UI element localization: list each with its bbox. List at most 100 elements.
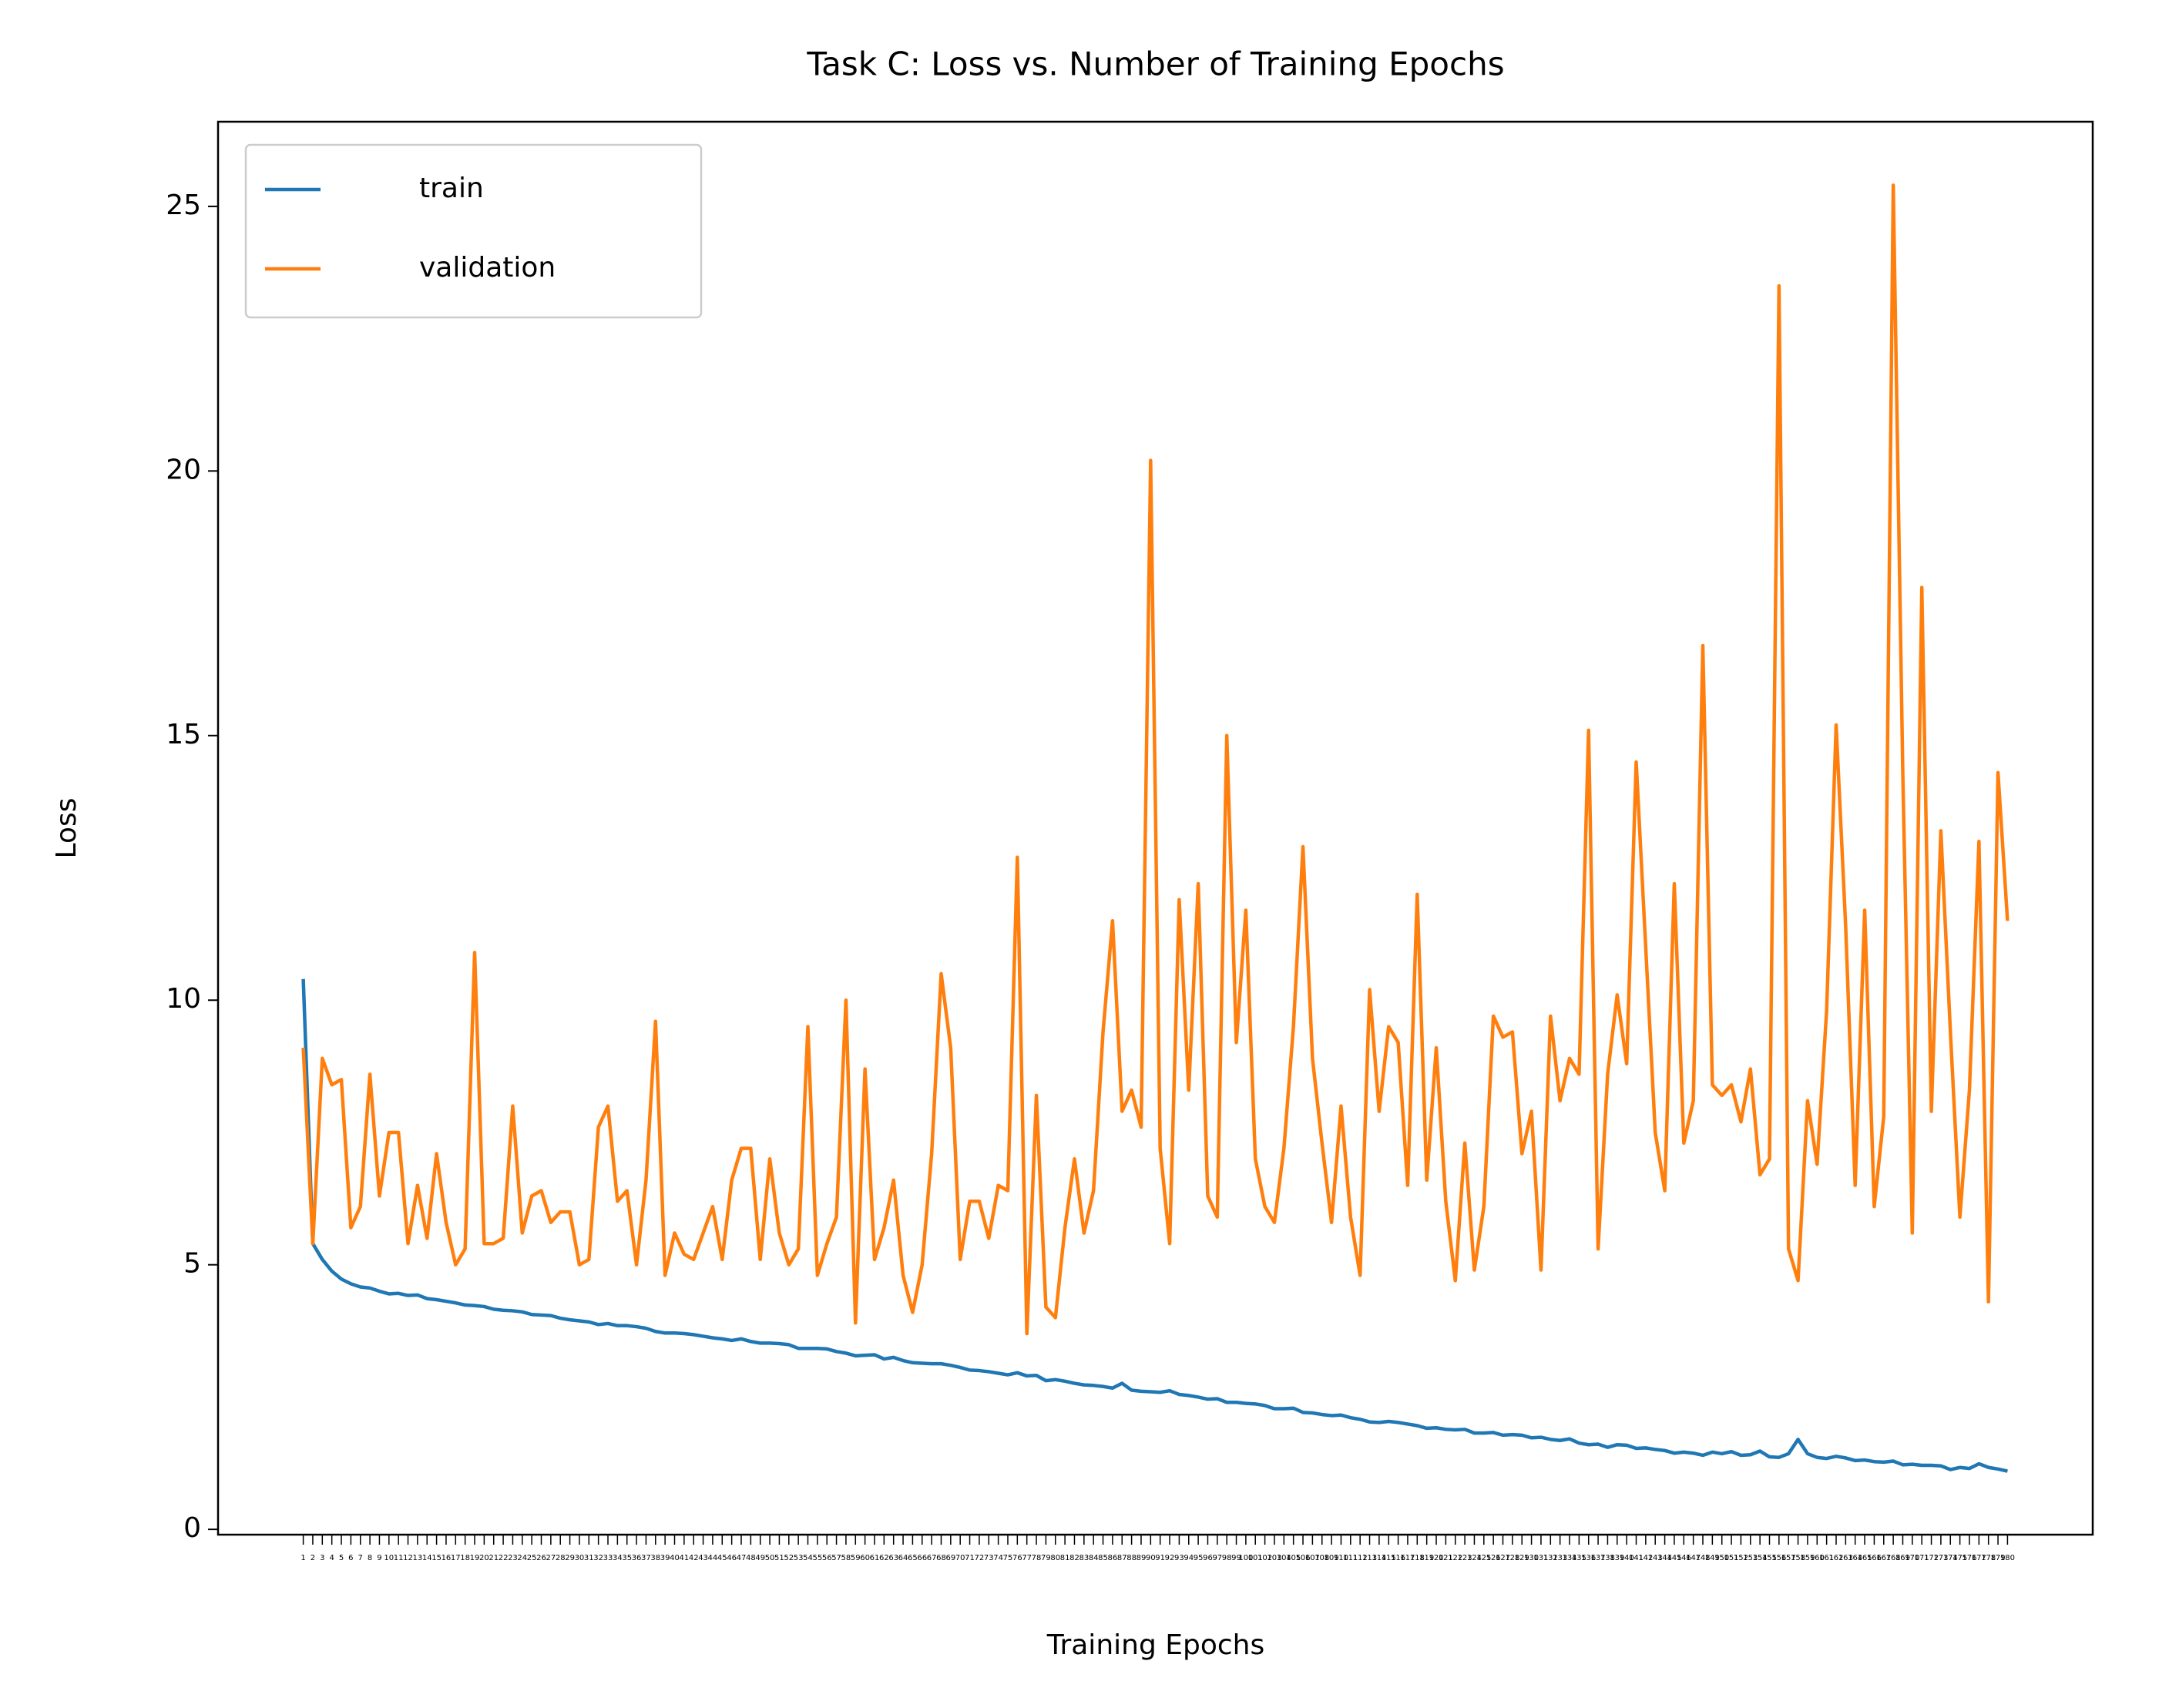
x-tick-label: 104 <box>1277 1554 1291 1562</box>
x-tick-label: 118 <box>1410 1554 1425 1562</box>
x-tick-label: 25 <box>527 1554 537 1562</box>
x-tick-label: 110 <box>1334 1554 1348 1562</box>
x-tick-label: 44 <box>708 1554 718 1562</box>
x-tick-label: 114 <box>1372 1554 1386 1562</box>
x-tick-label: 54 <box>803 1554 813 1562</box>
x-tick-label: 164 <box>1848 1554 1862 1562</box>
x-tick-label: 55 <box>812 1554 822 1562</box>
x-tick-label: 108 <box>1314 1554 1329 1562</box>
x-tick-label: 130 <box>1524 1554 1539 1562</box>
x-tick-label: 171 <box>1915 1554 1929 1562</box>
x-tick-label: 162 <box>1828 1554 1843 1562</box>
y-tick-label: 15 <box>166 719 201 750</box>
x-tick-label: 77 <box>1022 1554 1032 1562</box>
x-tick-label: 123 <box>1458 1554 1472 1562</box>
x-tick-label: 137 <box>1591 1554 1606 1562</box>
y-tick-label: 10 <box>166 983 201 1015</box>
x-tick-label: 131 <box>1533 1554 1548 1562</box>
x-tick-label: 67 <box>927 1554 937 1562</box>
x-tick-label: 73 <box>984 1554 994 1562</box>
x-tick-label: 87 <box>1117 1554 1127 1562</box>
x-tick-label: 59 <box>851 1554 861 1562</box>
x-tick-label: 124 <box>1467 1554 1482 1562</box>
x-tick-label: 52 <box>784 1554 794 1562</box>
x-tick-label: 143 <box>1648 1554 1663 1562</box>
x-tick-label: 115 <box>1382 1554 1396 1562</box>
x-tick-label: 172 <box>1924 1554 1939 1562</box>
x-tick-label: 63 <box>888 1554 898 1562</box>
y-tick-label: 0 <box>183 1512 201 1544</box>
x-tick-label: 22 <box>499 1554 509 1562</box>
x-tick-label: 129 <box>1515 1554 1529 1562</box>
x-tick-label: 16 <box>442 1554 452 1562</box>
x-tick-label: 37 <box>641 1554 651 1562</box>
x-tick-label: 81 <box>1060 1554 1070 1562</box>
x-tick-label: 177 <box>1972 1554 1986 1562</box>
x-tick-label: 91 <box>1155 1554 1165 1562</box>
x-tick-label: 111 <box>1343 1554 1358 1562</box>
x-tick-label: 120 <box>1429 1554 1443 1562</box>
x-tick-label: 70 <box>955 1554 965 1562</box>
x-tick-label: 61 <box>870 1554 880 1562</box>
x-tick-label: 148 <box>1695 1554 1710 1562</box>
x-tick-label: 167 <box>1876 1554 1891 1562</box>
x-tick-label: 173 <box>1933 1554 1948 1562</box>
x-tick-label: 57 <box>831 1554 841 1562</box>
x-tick-label: 126 <box>1486 1554 1501 1562</box>
x-axis-label: Training Epochs <box>1046 1629 1264 1661</box>
x-tick-label: 26 <box>536 1554 546 1562</box>
x-tick-label: 80 <box>1050 1554 1060 1562</box>
x-tick-label: 121 <box>1439 1554 1453 1562</box>
x-tick-label: 66 <box>917 1554 927 1562</box>
x-tick-label: 161 <box>1819 1554 1834 1562</box>
x-tick-label: 169 <box>1895 1554 1910 1562</box>
x-tick-label: 157 <box>1781 1554 1796 1562</box>
x-tick-label: 142 <box>1638 1554 1653 1562</box>
x-tick-label: 152 <box>1734 1554 1748 1562</box>
x-tick-label: 65 <box>908 1554 918 1562</box>
x-tick-label: 12 <box>403 1554 413 1562</box>
x-tick-label: 5 <box>339 1554 344 1562</box>
line-series <box>301 978 2008 1473</box>
x-tick-label: 105 <box>1286 1554 1301 1562</box>
x-tick-label: 9 <box>377 1554 381 1562</box>
x-tick-label: 3 <box>320 1554 324 1562</box>
x-tick-label: 141 <box>1629 1554 1644 1562</box>
x-tick-label: 8 <box>368 1554 372 1562</box>
x-tick-label: 163 <box>1838 1554 1853 1562</box>
x-tick-label: 69 <box>945 1554 955 1562</box>
x-tick-label: 58 <box>841 1554 851 1562</box>
y-tick-label: 20 <box>166 454 201 485</box>
x-tick-label: 166 <box>1867 1554 1882 1562</box>
x-tick-label: 29 <box>565 1554 575 1562</box>
x-tick-label: 179 <box>1991 1554 2006 1562</box>
x-tick-label: 133 <box>1553 1554 1567 1562</box>
x-tick-label: 109 <box>1325 1554 1339 1562</box>
x-tick-label: 1 <box>301 1554 305 1562</box>
x-tick-label: 90 <box>1146 1554 1156 1562</box>
x-tick-label: 97 <box>1212 1554 1222 1562</box>
x-tick-label: 170 <box>1905 1554 1919 1562</box>
x-tick-label: 75 <box>1003 1554 1013 1562</box>
x-tick-label: 156 <box>1771 1554 1786 1562</box>
x-tick-label: 49 <box>755 1554 765 1562</box>
x-tick-label: 175 <box>1952 1554 1967 1562</box>
x-tick-label: 14 <box>422 1554 432 1562</box>
x-tick-label: 79 <box>1041 1554 1051 1562</box>
x-tick-label: 51 <box>774 1554 784 1562</box>
x-tick-label: 155 <box>1762 1554 1777 1562</box>
x-tick-label: 7 <box>358 1554 363 1562</box>
x-tick-label: 150 <box>1714 1554 1729 1562</box>
x-tick-label: 34 <box>613 1554 623 1562</box>
x-tick-label: 125 <box>1476 1554 1491 1562</box>
x-tick-label: 53 <box>794 1554 804 1562</box>
x-tick-label: 48 <box>746 1554 756 1562</box>
x-tick-label: 50 <box>765 1554 775 1562</box>
x-tick-label: 46 <box>727 1554 737 1562</box>
x-tick-label: 86 <box>1108 1554 1118 1562</box>
x-tick-label: 176 <box>1962 1554 1976 1562</box>
plot-frame <box>217 120 2094 1536</box>
x-tick-label: 11 <box>394 1554 404 1562</box>
x-tick-label: 153 <box>1743 1554 1758 1562</box>
x-tick-label: 136 <box>1581 1554 1596 1562</box>
